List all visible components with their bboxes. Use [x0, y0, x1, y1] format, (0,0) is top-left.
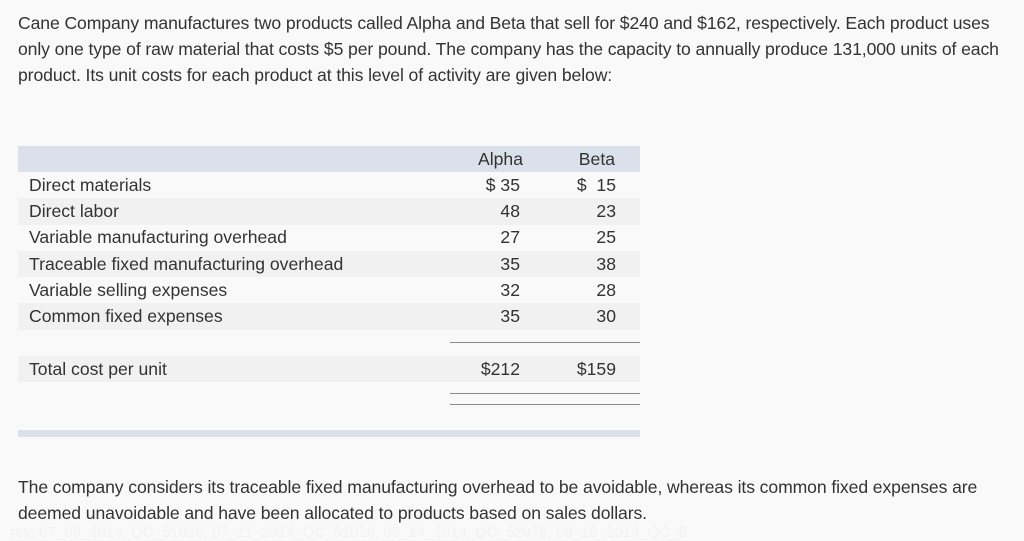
total-label: Total cost per unit [29, 358, 167, 379]
row-label: Direct materials [29, 174, 152, 195]
beta-value: 38 [596, 253, 616, 274]
table-row: Traceable fixed manufacturing overhead 3… [18, 250, 640, 278]
row-label: Traceable fixed manufacturing overhead [29, 253, 344, 274]
beta-value: $ 15 [576, 174, 616, 195]
row-label: Direct labor [29, 200, 119, 221]
table-header-row: Alpha Beta [18, 146, 640, 172]
table-row: Common fixed expenses 35 30 [18, 303, 640, 330]
beta-value: 30 [596, 306, 616, 327]
note-paragraph: The company considers its traceable fixe… [18, 477, 978, 523]
total-row: Total cost per unit $212 $159 [18, 356, 640, 383]
header-alpha: Alpha [478, 148, 523, 169]
intro-paragraph: Cane Company manufactures two products c… [18, 13, 999, 85]
header-beta: Beta [578, 148, 615, 169]
table-row: Direct materials $ 35 $ 15 [18, 172, 640, 198]
alpha-value: 35 [500, 253, 520, 274]
table-row: Variable selling expenses 32 28 [18, 277, 640, 303]
table-footer-band [18, 430, 640, 437]
alpha-value: 48 [500, 200, 520, 221]
row-label: Variable selling expenses [29, 279, 228, 300]
revision-watermark: rev: 07_09_2014_QC_51026, 07_11_2014_QC_… [10, 524, 687, 541]
alpha-value: 27 [500, 227, 520, 248]
row-label: Common fixed expenses [29, 306, 223, 327]
table-row: Variable manufacturing overhead 27 25 [18, 225, 640, 251]
row-label: Variable manufacturing overhead [29, 227, 287, 248]
beta-value: 23 [596, 200, 616, 221]
unit-cost-table: Alpha Beta Direct materials $ 35 $ 15 Di… [18, 146, 640, 405]
total-alpha: $212 [480, 358, 520, 379]
alpha-value: 35 [500, 306, 520, 327]
beta-value: 28 [596, 279, 616, 300]
subtotal-rule [450, 342, 640, 343]
double-rule-bottom [450, 404, 640, 405]
total-row-wrap: Total cost per unit $212 $159 [18, 356, 640, 383]
total-beta: $159 [576, 358, 616, 379]
alpha-value: $ 35 [485, 174, 520, 195]
beta-value: 25 [596, 227, 616, 248]
alpha-value: 32 [500, 279, 520, 300]
table-row: Direct labor 48 23 [18, 198, 640, 225]
double-rule-top [450, 393, 640, 394]
